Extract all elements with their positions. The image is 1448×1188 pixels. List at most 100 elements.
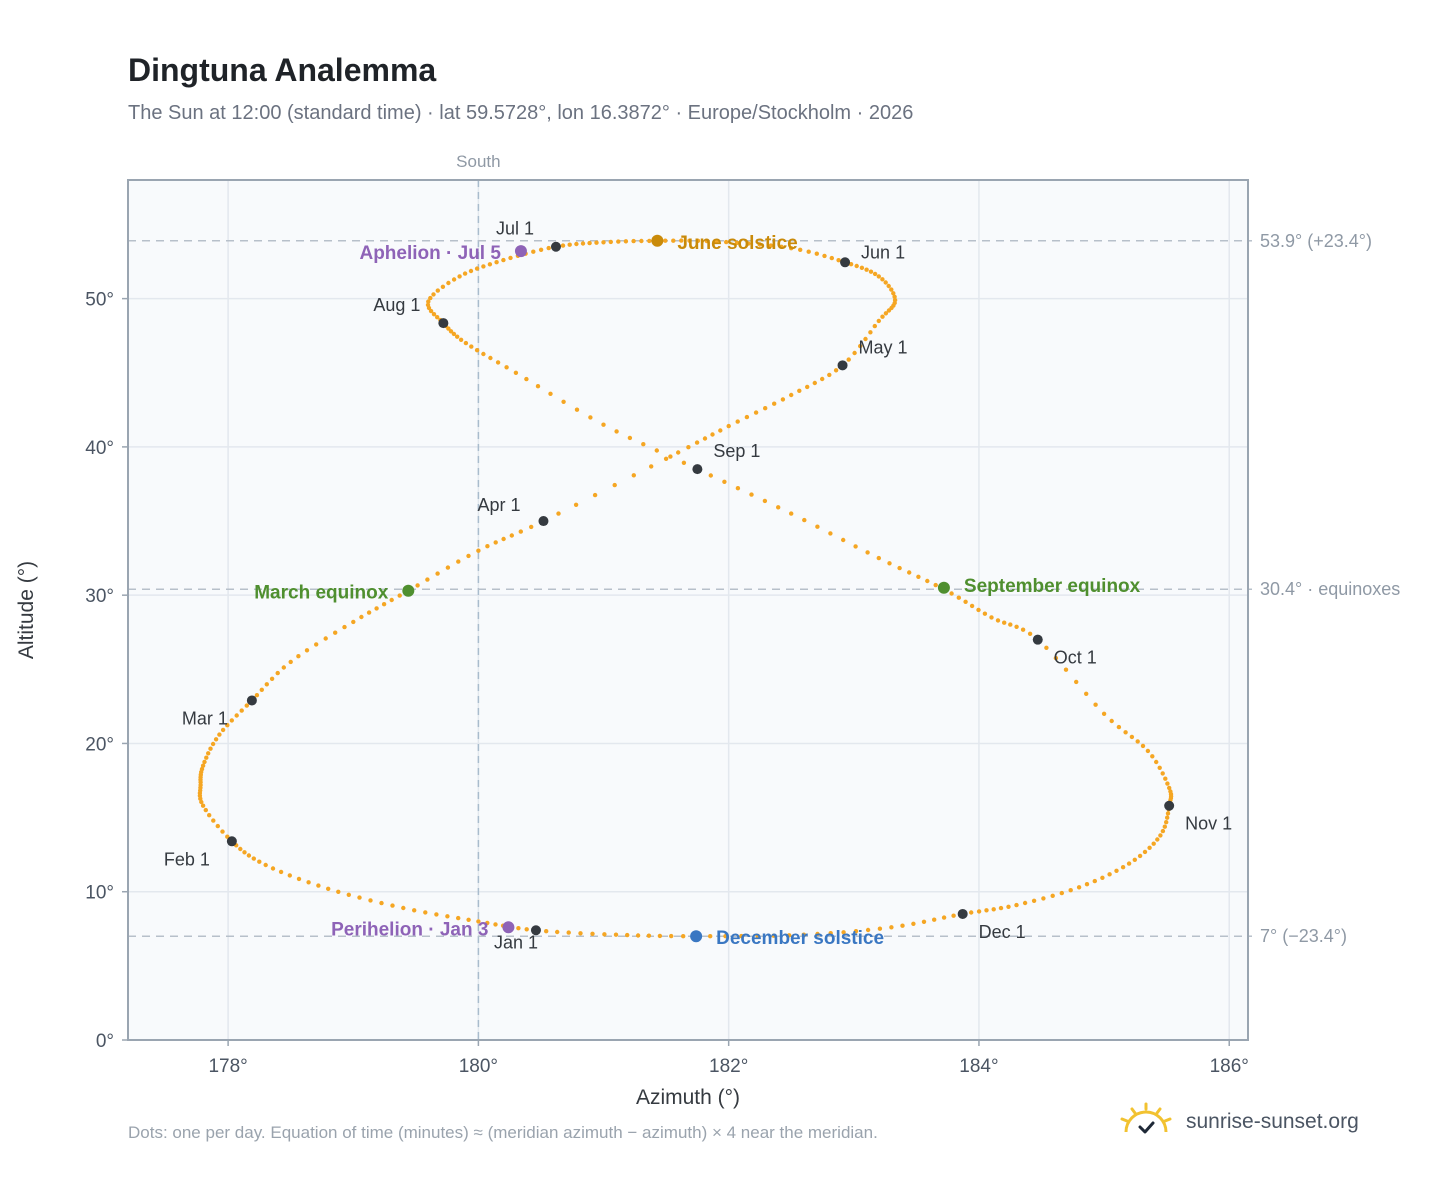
analemma-day-dot (435, 571, 440, 576)
analemma-day-dot (485, 544, 490, 549)
analemma-day-dot (238, 846, 243, 852)
analemma-day-dot (336, 889, 341, 894)
analemma-day-dot (508, 255, 513, 261)
analemma-day-dot (504, 365, 509, 370)
analemma-day-dot (734, 240, 740, 245)
analemma-day-dot (269, 676, 275, 681)
analemma-day-dot (469, 344, 474, 349)
month-marker-label: Aug 1 (373, 295, 420, 315)
analemma-day-dot (1165, 781, 1170, 786)
analemma-day-dot (516, 926, 521, 931)
analemma-day-dot (864, 267, 869, 272)
month-marker (957, 908, 968, 919)
analemma-day-dot (401, 905, 406, 911)
month-marker-label: Jul 1 (496, 219, 534, 239)
analemma-day-dot (463, 340, 469, 346)
chart-subtitle: The Sun at 12:00 (standard time) · lat 5… (128, 102, 914, 124)
analemma-day-dot (802, 517, 807, 523)
analemma-day-dot (1020, 627, 1026, 632)
month-marker-label: Feb 1 (164, 849, 210, 869)
month-marker-label: Jan 1 (494, 932, 538, 952)
analemma-day-dot (827, 372, 832, 378)
event-label: December solstice (716, 928, 884, 949)
analemma-day-dot (625, 932, 630, 938)
analemma-day-dot (627, 435, 633, 441)
analemma-day-dot (314, 642, 319, 647)
analemma-day-dot (641, 442, 646, 447)
analemma-day-dot (798, 247, 803, 252)
analemma-day-dot (768, 243, 774, 248)
brand-name[interactable]: sunrise-sunset.org (1186, 1110, 1359, 1133)
analemma-day-dot (876, 274, 881, 279)
analemma-day-dot (789, 246, 794, 251)
event-label: June solstice (677, 233, 797, 254)
analemma-day-dot (772, 401, 777, 406)
month-marker-label: Mar 1 (182, 708, 228, 728)
analemma-day-dot (744, 414, 750, 420)
analemma-day-dot (639, 238, 644, 244)
analemma-day-dot (789, 392, 794, 398)
analemma-day-dot (853, 544, 858, 549)
analemma-day-dot (531, 249, 536, 254)
month-marker-label: Sep 1 (713, 441, 760, 461)
analemma-day-dot (735, 486, 741, 491)
analemma-day-dot (969, 603, 975, 609)
analemma-day-dot (264, 682, 269, 687)
analemma-day-dot (726, 423, 731, 429)
analemma-day-dot (501, 257, 506, 263)
analemma-day-dot (457, 274, 462, 279)
analemma-day-dot (601, 422, 606, 427)
analemma-day-dot (787, 933, 792, 938)
event-label: Aphelion · Jul 5 (359, 243, 501, 264)
analemma-day-dot (876, 555, 881, 561)
analemma-day-dot (440, 284, 446, 289)
analemma-day-dot (333, 630, 338, 635)
analemma-day-dot (574, 407, 580, 412)
analemma-day-dot (746, 241, 751, 246)
analemma-day-dot (694, 440, 700, 445)
analemma-day-dot (474, 348, 480, 353)
month-marker (246, 695, 257, 706)
analemma-day-dot (357, 895, 362, 900)
analemma-day-dot (841, 930, 846, 935)
x-tick-label: 186° (1210, 1056, 1249, 1077)
analemma-day-dot (872, 323, 877, 329)
analemma-day-dot (687, 238, 692, 243)
analemma-day-dot (708, 934, 713, 939)
analemma-day-dot (1100, 875, 1105, 880)
analemma-day-dot (995, 618, 1001, 623)
month-marker-label: Oct 1 (1054, 648, 1097, 668)
x-tick-label: 178° (208, 1056, 247, 1077)
analemma-day-dot (1084, 882, 1090, 887)
analemma-day-dot (601, 240, 606, 245)
analemma-day-dot (1109, 718, 1114, 724)
analemma-day-dot (270, 866, 276, 871)
analemma-day-dot (806, 249, 811, 254)
analemma-day-dot (892, 294, 897, 299)
analemma-day-dot (814, 251, 819, 256)
analemma-day-dot (635, 933, 641, 938)
analemma-day-dot (1006, 904, 1011, 909)
analemma-day-dot (1154, 759, 1159, 765)
analemma-day-dot (841, 537, 846, 543)
analemma-day-dot (1157, 765, 1162, 770)
month-marker (840, 257, 851, 268)
analemma-day-dot (723, 934, 728, 939)
analemma-day-dot (456, 559, 461, 564)
brand[interactable]: sunrise-sunset.org (1118, 1102, 1359, 1142)
analemma-day-dot (865, 550, 870, 555)
month-marker (1164, 800, 1175, 811)
analemma-day-dot (323, 636, 328, 641)
analemma-day-dot (1132, 857, 1138, 862)
analemma-day-dot (206, 751, 211, 756)
analemma-day-dot (925, 578, 930, 584)
analemma-day-dot (631, 473, 636, 478)
analemma-day-dot (1137, 853, 1143, 859)
analemma-day-dot (822, 253, 827, 259)
analemma-day-dot (868, 330, 873, 335)
analemma-day-dot (451, 277, 457, 282)
analemma-day-dot (573, 502, 579, 507)
analemma-day-dot (342, 624, 347, 630)
x-axis-label: Azimuth (°) (636, 1086, 740, 1109)
event-marker (514, 245, 527, 258)
